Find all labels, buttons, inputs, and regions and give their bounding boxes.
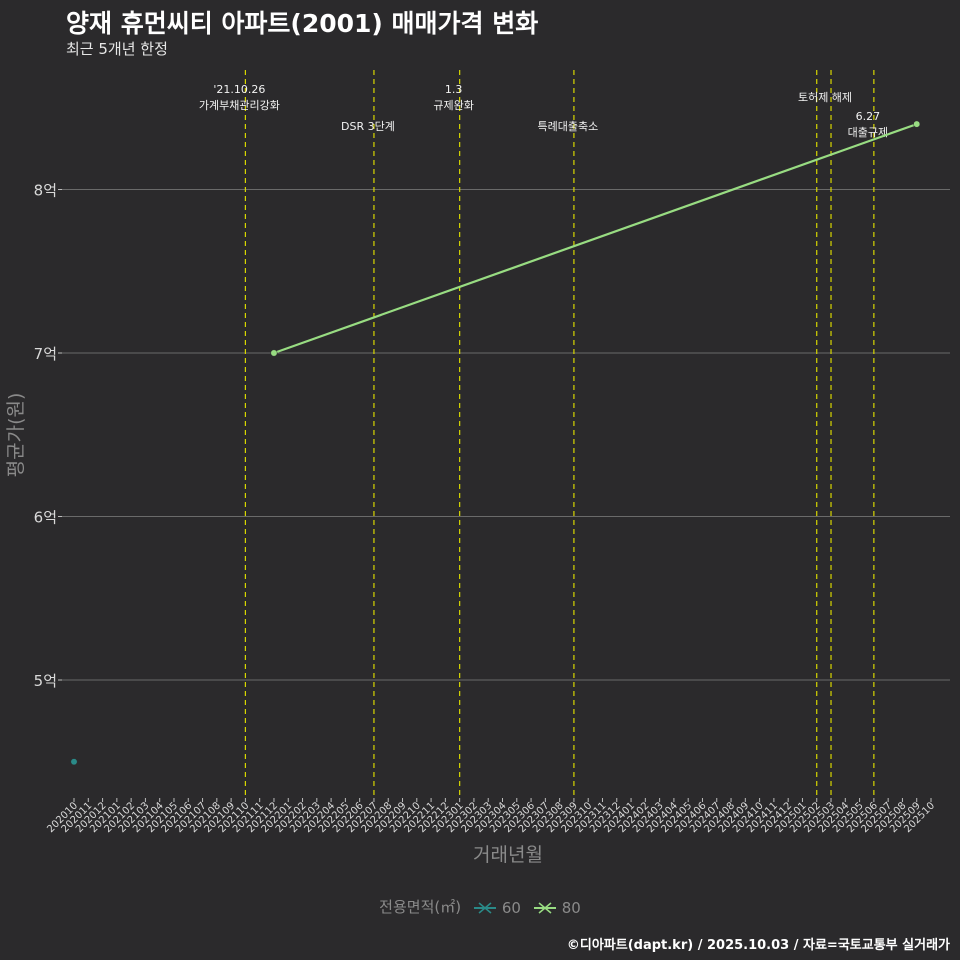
event-label: 특례대출축소 xyxy=(538,120,599,133)
y-tick-label: 6억 xyxy=(34,509,57,527)
data-point-80 xyxy=(913,120,921,128)
event-label: 토허제 해제 xyxy=(798,90,852,104)
x-axis-title: 거래년월 xyxy=(473,844,543,866)
y-tick-label: 8억 xyxy=(34,182,57,200)
event-label: 가계부채관리강화 xyxy=(199,99,280,112)
event-label: 규제완화 xyxy=(433,99,473,112)
event-label: 1.3 xyxy=(445,83,463,96)
legend-item-60: 60 xyxy=(473,898,521,917)
data-point-60 xyxy=(70,758,78,766)
y-tick-label: 7억 xyxy=(34,345,57,363)
legend: 전용면적(㎡) 60 80 xyxy=(0,896,960,917)
event-label: DSR 3단계 xyxy=(341,120,395,133)
event-label: 6.27 xyxy=(856,110,881,123)
series-line-80 xyxy=(273,123,918,355)
legend-label-60: 60 xyxy=(501,898,521,917)
event-label: 대출규제 xyxy=(848,126,888,139)
legend-key-60-icon xyxy=(473,902,496,914)
source-caption: ©디아파트(dapt.kr) / 2025.10.03 / 자료=국토교통부 실… xyxy=(566,938,950,953)
data-point-80 xyxy=(270,349,278,357)
legend-item-80: 80 xyxy=(533,898,581,917)
legend-title: 전용면적(㎡) xyxy=(379,898,462,916)
legend-key-80-icon xyxy=(533,902,556,914)
chart-title: 양재 휴먼씨티 아파트(2001) 매매가격 변화 xyxy=(66,9,539,38)
y-tick-label: 5억 xyxy=(34,672,57,690)
chart-subtitle: 최근 5개년 한정 xyxy=(66,40,168,58)
event-label: '21.10.26 xyxy=(213,83,265,96)
y-axis-title: 평균가(원) xyxy=(5,393,27,478)
legend-label-80: 80 xyxy=(561,898,581,917)
